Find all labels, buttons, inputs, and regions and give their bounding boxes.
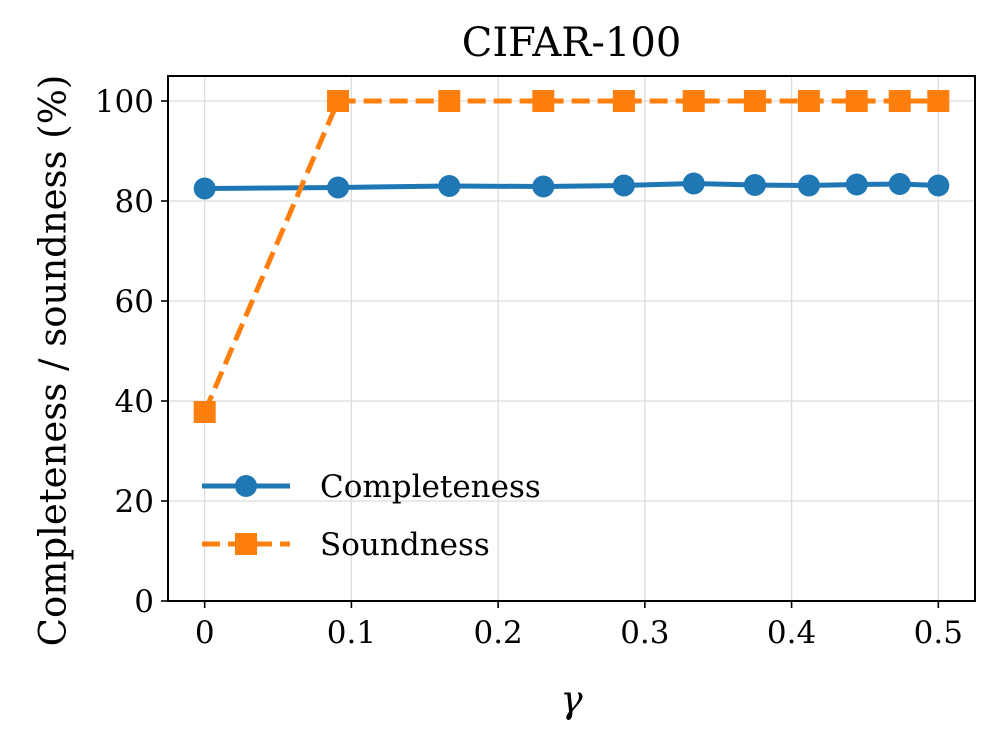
completeness-point bbox=[327, 176, 350, 199]
soundness-point bbox=[927, 90, 950, 112]
legend-label: Soundness bbox=[320, 527, 490, 563]
completeness-point bbox=[612, 174, 635, 197]
soundness-point bbox=[438, 90, 461, 112]
soundness-point bbox=[845, 90, 868, 112]
plot-frame bbox=[167, 75, 976, 602]
soundness-point bbox=[612, 90, 635, 112]
completeness-point bbox=[888, 173, 911, 195]
completeness-point bbox=[927, 174, 950, 197]
soundness-point bbox=[327, 90, 350, 112]
x-tick-label: 0.4 bbox=[767, 615, 816, 651]
y-tick-label: 20 bbox=[115, 484, 154, 520]
y-tick-label: 40 bbox=[115, 384, 154, 420]
completeness-point bbox=[193, 177, 216, 200]
soundness-point bbox=[743, 90, 766, 112]
chart-title: CIFAR-100 bbox=[462, 20, 682, 66]
completeness-line bbox=[204, 181, 939, 191]
grid bbox=[168, 76, 975, 602]
x-tick-label: 0.3 bbox=[620, 615, 669, 651]
soundness-line bbox=[202, 98, 939, 413]
y-tick-label: 0 bbox=[134, 584, 154, 620]
y-axis-title: Completeness / soundness (%) bbox=[32, 75, 75, 647]
completeness-point bbox=[532, 175, 555, 198]
x-tick-label: 0.1 bbox=[327, 615, 376, 651]
legend: Completeness Soundness bbox=[202, 469, 541, 563]
x-tick-label: 0.5 bbox=[914, 615, 963, 651]
legend-marker bbox=[235, 475, 257, 497]
completeness-point bbox=[438, 175, 461, 197]
completeness-point bbox=[682, 172, 705, 195]
soundness-point bbox=[888, 90, 911, 112]
legend-item-soundness: Soundness bbox=[202, 527, 490, 563]
soundness-point bbox=[682, 90, 705, 112]
completeness-point bbox=[797, 174, 820, 197]
legend-item-completeness: Completeness bbox=[202, 469, 541, 505]
completeness-point bbox=[743, 174, 766, 196]
x-tick-label: 0.2 bbox=[473, 615, 522, 651]
y-tick-label: 100 bbox=[95, 84, 154, 120]
x-tick-label: 0 bbox=[195, 615, 215, 651]
series-layer bbox=[193, 90, 950, 423]
legend-marker bbox=[235, 533, 257, 555]
soundness-point bbox=[193, 401, 216, 423]
y-tick-label: 80 bbox=[115, 184, 154, 220]
series-completeness bbox=[193, 172, 950, 200]
completeness-point bbox=[845, 173, 868, 196]
series-soundness bbox=[193, 90, 950, 423]
soundness-point bbox=[532, 90, 555, 112]
y-tick-label: 60 bbox=[115, 284, 154, 320]
axis-ticks: 0 0.1 0.2 0.3 0.4 0.5 0 20 40 60 80 100 bbox=[95, 84, 963, 651]
soundness-point bbox=[797, 90, 820, 112]
legend-label: Completeness bbox=[320, 469, 541, 505]
x-axis-title: γ bbox=[560, 678, 583, 721]
